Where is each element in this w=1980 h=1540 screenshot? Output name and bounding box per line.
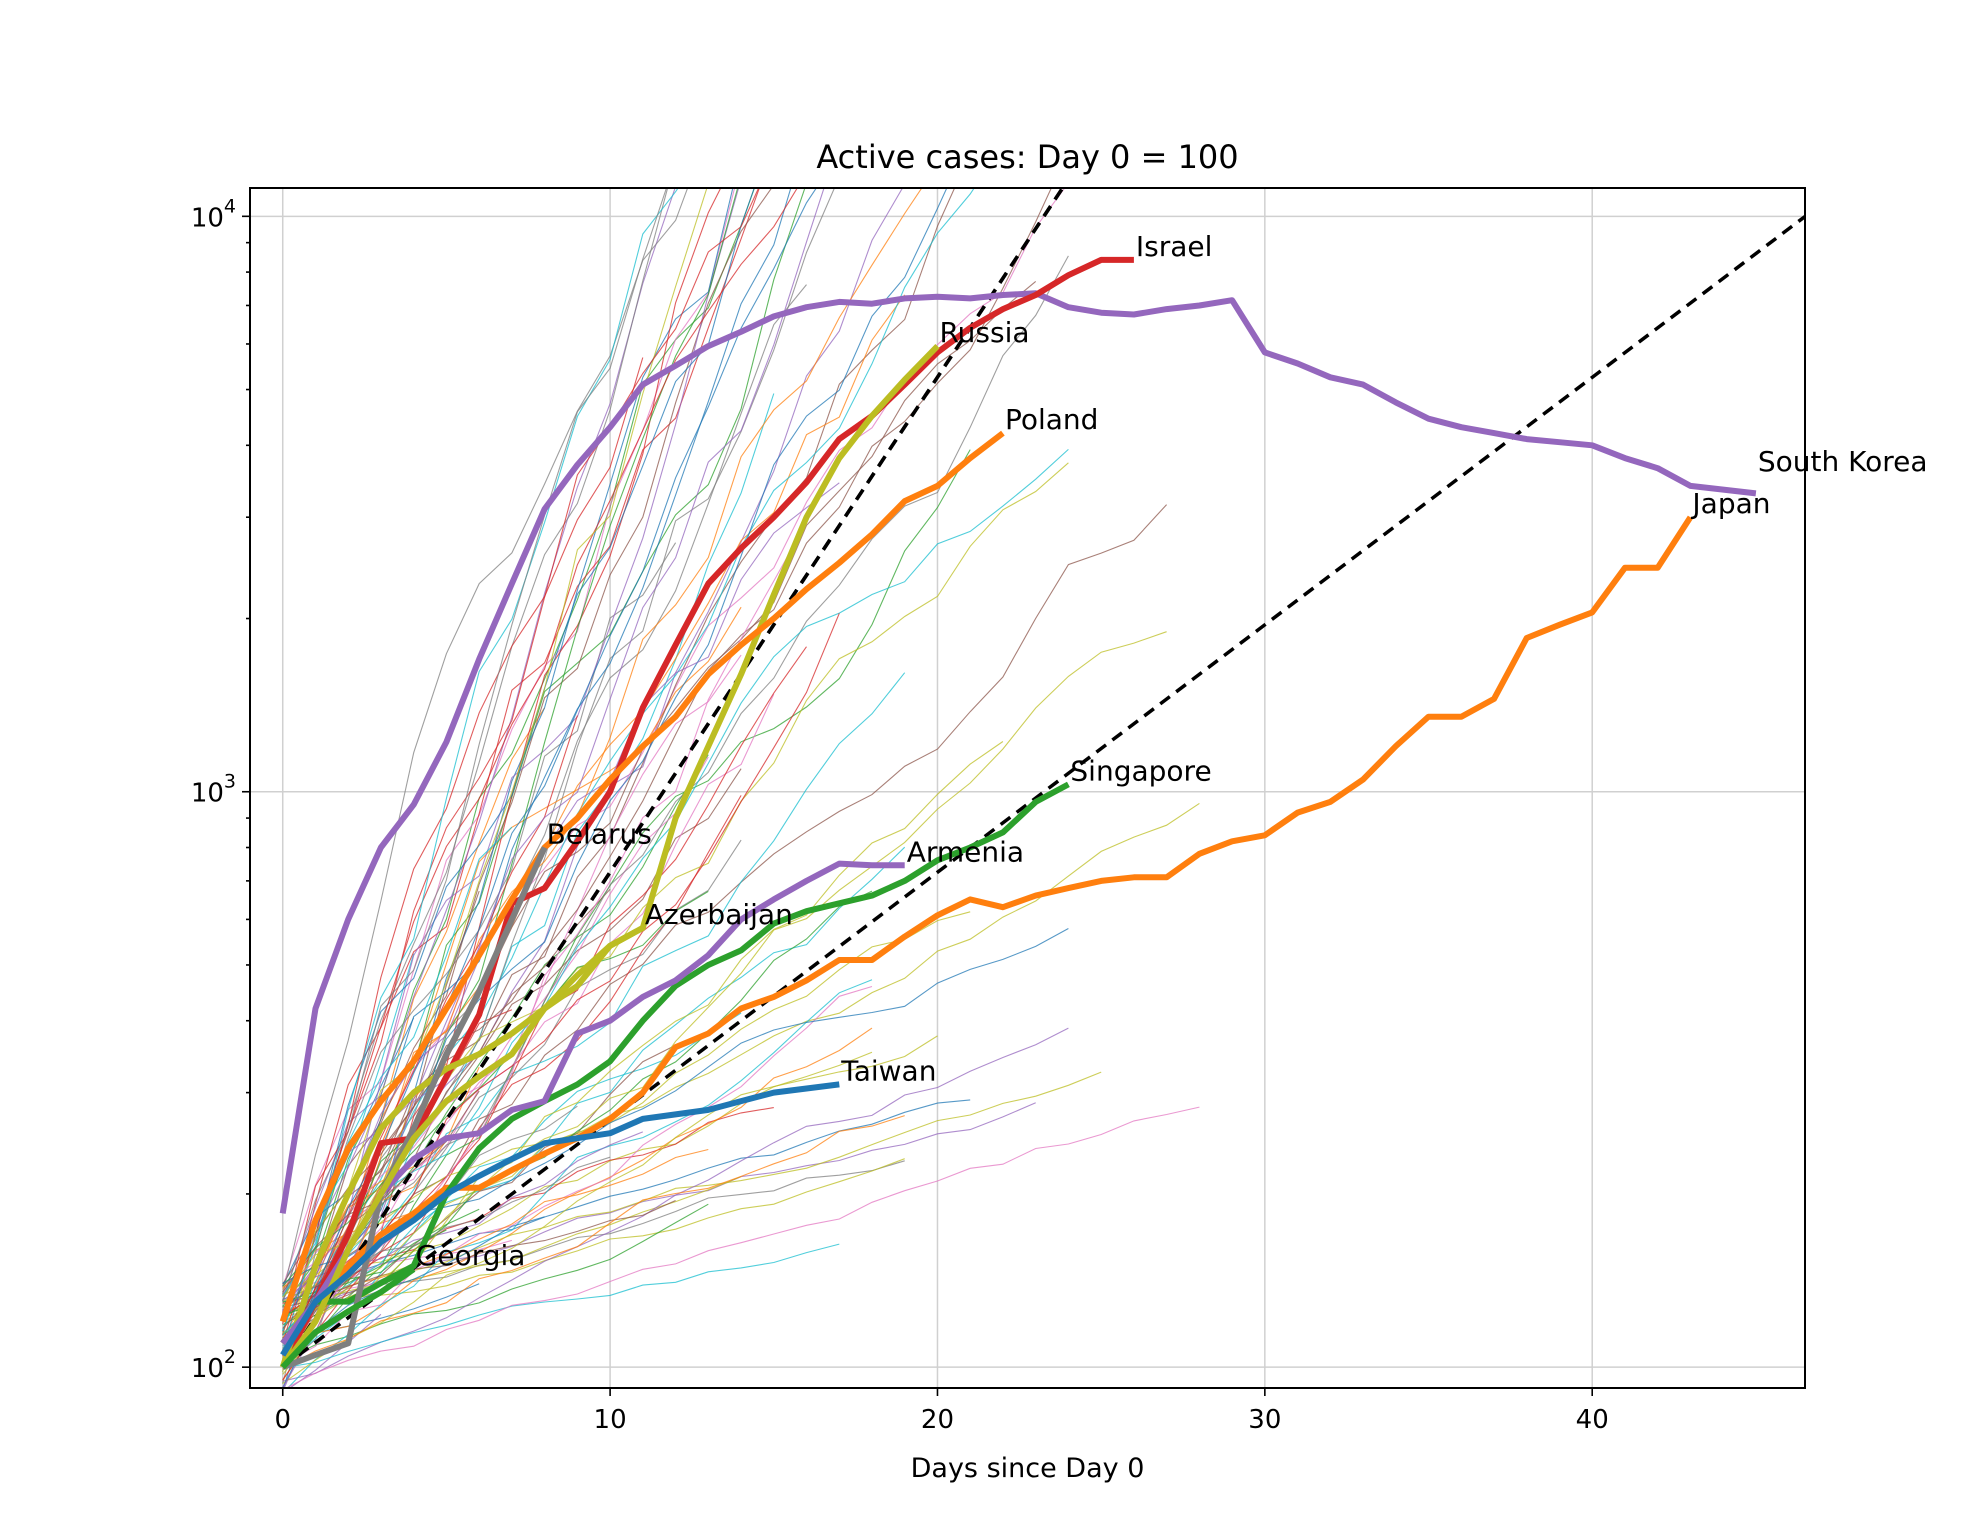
georgia-line: [280, 1266, 416, 1370]
series-labels: South Korea Israel Russia Poland Japan Singap…: [416, 230, 1928, 1272]
background-country-line: [282, 188, 956, 1322]
background-country-line: [282, 188, 756, 1307]
belarus-label: Belarus: [547, 818, 652, 851]
background-country-line: [282, 1071, 1102, 1317]
doubling-reference-lines: [281, 188, 1805, 1369]
x-tick-label: 10: [594, 1405, 627, 1435]
background-country-line: [282, 188, 668, 1302]
background-country-line: [282, 188, 722, 1367]
background-country-line: [282, 672, 906, 1349]
south-korea-label: South Korea: [1758, 445, 1928, 478]
japan-label: Japan: [1690, 487, 1770, 520]
background-country-line: [282, 1027, 873, 1356]
japan-line: [280, 515, 1693, 1346]
georgia-label: Georgia: [416, 1239, 526, 1272]
background-country-line: [282, 1115, 905, 1370]
taiwan-line: [280, 1081, 840, 1357]
plot-frame: [249, 187, 1806, 1389]
axis-ticks: 0 10 20 30 40 102 103 104: [191, 195, 1609, 1435]
background-country-line: [282, 188, 817, 1353]
x-tick-label: 30: [1248, 1405, 1281, 1435]
south-korea-line: [279, 290, 1757, 1214]
background-country-line: [282, 1160, 905, 1303]
y-tick-label: 103: [191, 771, 236, 809]
azerbaijan-label: Azerbaijan: [645, 898, 793, 931]
background-country-line: [282, 826, 513, 1297]
grid-lines: [250, 188, 1805, 1388]
background-country-line: [282, 188, 773, 1315]
background-country-line: [286, 979, 873, 1388]
background-country-line: [282, 188, 760, 1325]
x-tick-label: 20: [921, 1405, 954, 1435]
background-country-line: [282, 449, 971, 1336]
russia-label: Russia: [939, 316, 1029, 349]
background-country-lines: [282, 188, 1200, 1388]
poland-line: [279, 430, 1005, 1323]
y-tick-label: 102: [191, 1346, 236, 1384]
israel-label: Israel: [1136, 230, 1213, 263]
y-tick-label: 104: [191, 195, 236, 233]
x-tick-label: 0: [274, 1405, 291, 1435]
doubling-7-days-line: [281, 215, 1805, 1369]
belarus-line: [281, 846, 548, 1371]
background-country-line: [282, 188, 1052, 1285]
singapore-line: [280, 781, 1070, 1346]
singapore-label: Singapore: [1070, 754, 1211, 787]
x-tick-label: 40: [1576, 1405, 1609, 1435]
background-country-line: [282, 1243, 840, 1369]
poland-label: Poland: [1005, 403, 1098, 436]
background-country-line: [282, 1044, 676, 1339]
background-country-line: [282, 188, 669, 1384]
background-country-line: [282, 188, 792, 1287]
chart-title: Active cases: Day 0 = 100: [816, 138, 1238, 176]
israel-line: [280, 256, 1134, 1369]
background-country-line: [285, 1106, 1200, 1388]
background-country-line: [282, 188, 679, 1332]
background-country-line: [282, 888, 611, 1329]
background-country-line: [282, 482, 840, 1311]
background-country-line: [282, 294, 906, 1339]
taiwan-label: Taiwan: [840, 1054, 936, 1087]
azerbaijan-line: [280, 925, 645, 1369]
background-country-line: [282, 188, 798, 1313]
armenia-label: Armenia: [907, 835, 1024, 868]
background-country-line: [282, 1035, 938, 1385]
background-country-line: [282, 504, 1168, 1335]
background-country-line: [282, 846, 906, 1334]
background-country-line: [282, 188, 760, 1336]
background-country-line: [282, 1199, 676, 1308]
background-country-line: [282, 1203, 709, 1362]
highlighted-series: [279, 256, 1757, 1371]
background-country-line: [282, 255, 1069, 1351]
background-country-line: [282, 1158, 905, 1322]
background-country-line: [282, 1027, 1069, 1382]
background-country-line: [282, 188, 825, 1314]
background-country-line: [282, 448, 1069, 1336]
x-axis-label: Days since Day 0: [911, 1453, 1145, 1484]
background-country-line: [282, 188, 1066, 1315]
background-country-line: [282, 839, 742, 1364]
